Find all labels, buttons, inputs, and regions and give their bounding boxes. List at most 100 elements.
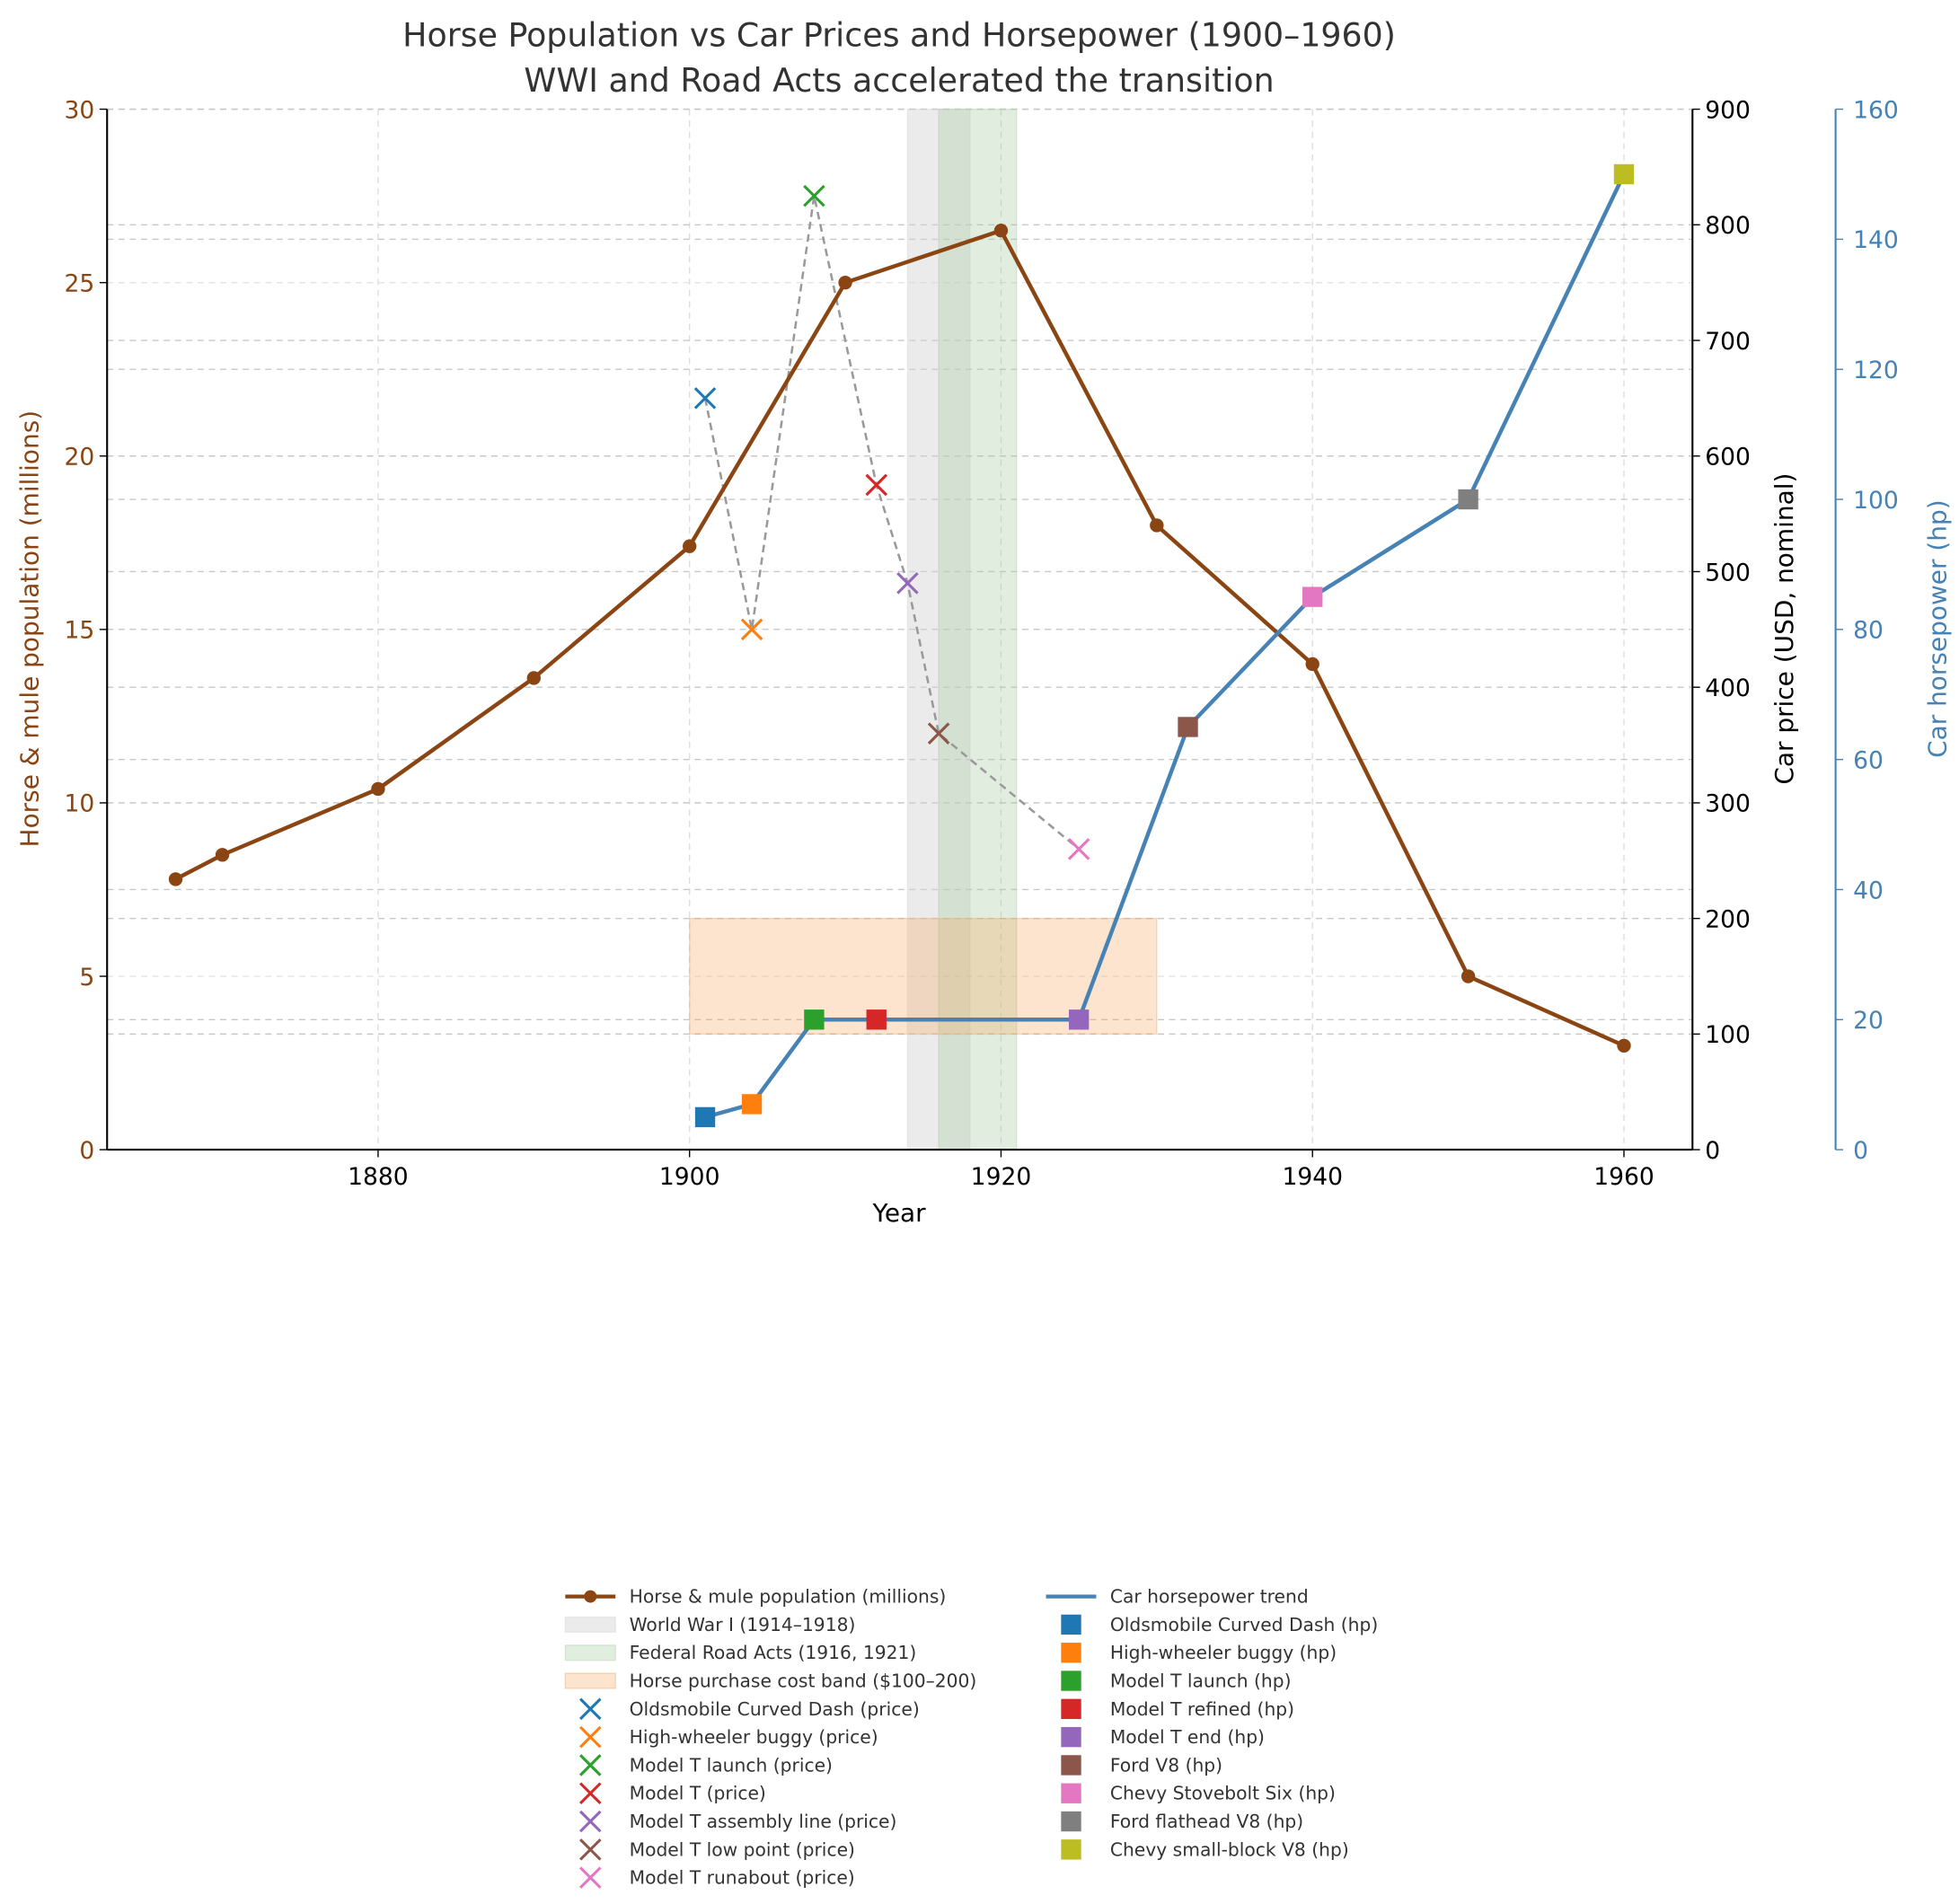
price-tick-label: 300: [1705, 790, 1751, 818]
price-tick-label: 100: [1705, 1021, 1751, 1049]
legend-item: Model T refined (hp): [1061, 1698, 1294, 1720]
horse-population-point: [1150, 518, 1164, 533]
legend: Horse & mule population (millions) World …: [564, 1586, 1378, 1889]
x-tick-label: 1900: [659, 1163, 720, 1191]
horse-population-point: [1460, 969, 1476, 983]
legend-label: Oldsmobile Curved Dash (price): [630, 1698, 920, 1720]
x-marker-stroke: [803, 184, 825, 207]
legend-label: Model T launch (price): [630, 1754, 833, 1776]
hp-tick-label: 0: [1853, 1137, 1868, 1165]
horse-population-point: [1617, 1038, 1631, 1053]
x-marker-stroke: [579, 1866, 602, 1889]
left-axis-label: Horse & mule population (millions): [14, 410, 44, 848]
legend-item: High-wheeler buggy (price): [579, 1725, 878, 1749]
legend-label: Model T launch (hp): [1110, 1670, 1292, 1692]
legend-label: High-wheeler buggy (hp): [1110, 1642, 1337, 1663]
hp-tick-label: 160: [1853, 96, 1899, 124]
left-tick-label: 15: [64, 617, 94, 645]
horse-population-point: [371, 781, 385, 797]
x-tick-label: 1960: [1593, 1163, 1655, 1191]
legend-label: Chevy Stovebolt Six (hp): [1110, 1783, 1336, 1804]
legend-item: Model T runabout (price): [579, 1866, 855, 1889]
legend-square-icon: [1061, 1839, 1081, 1860]
price-marker: [896, 572, 919, 595]
x-marker-stroke: [579, 1754, 602, 1776]
price-tick-label: 800: [1705, 212, 1751, 240]
legend-label: Model T refined (hp): [1110, 1698, 1294, 1720]
horse-population-point: [838, 275, 852, 290]
left-tick-label: 0: [79, 1137, 94, 1165]
hp-axis-label: Car horsepower (hp): [1923, 499, 1953, 758]
legend-label: Model T end (hp): [1110, 1726, 1265, 1748]
legend-square-icon: [1061, 1811, 1081, 1832]
legend-item: Horse purchase cost band ($100–200): [564, 1670, 976, 1692]
legend-label: Chevy small-block V8 (hp): [1110, 1838, 1349, 1860]
price-tick-label: 600: [1705, 444, 1751, 472]
legend-item: Chevy small-block V8 (hp): [1061, 1838, 1349, 1860]
chart-title: Horse Population vs Car Prices and Horse…: [402, 16, 1396, 55]
legend-item: Model T low point (price): [579, 1838, 855, 1861]
left-tick-label: 5: [79, 964, 94, 992]
legend-item: World War I (1914–1918): [564, 1614, 856, 1635]
legend-label: Car horsepower trend: [1110, 1586, 1309, 1608]
legend-item: Ford V8 (hp): [1061, 1754, 1222, 1776]
hp-tick-label: 60: [1853, 746, 1884, 774]
price-marker: [740, 618, 763, 641]
x-marker-stroke: [579, 1782, 602, 1805]
horse-population-point: [526, 671, 541, 685]
legend-x-icon: [579, 1782, 602, 1805]
x-marker-stroke: [579, 1810, 602, 1833]
legend-label: Model T assembly line (price): [630, 1811, 897, 1832]
legend-x-icon: [579, 1810, 602, 1833]
x-marker-stroke: [865, 473, 888, 497]
left-tick-label: 10: [64, 790, 94, 818]
x-marker-stroke: [896, 572, 919, 595]
legend-square-icon: [1061, 1670, 1081, 1691]
price-tick-label: 500: [1705, 559, 1751, 586]
legend-square-icon: [1061, 1755, 1081, 1776]
price-connector-line: [703, 195, 1080, 851]
chart-subtitle: WWI and Road Acts accelerated the transi…: [524, 61, 1274, 100]
legend-label: Federal Road Acts (1916, 1921): [630, 1642, 917, 1663]
hp-tick-label: 100: [1853, 487, 1899, 515]
legend-label: Model T runabout (price): [630, 1867, 855, 1889]
hp-tick-label: 140: [1853, 226, 1899, 254]
legend-item: Model T launch (price): [579, 1754, 833, 1776]
legend-item: Model T end (hp): [1061, 1726, 1265, 1748]
legend-patch-icon: [564, 1616, 616, 1634]
legend-patch-icon: [564, 1644, 616, 1662]
legend-square-icon: [1061, 1698, 1081, 1720]
horse-population-point: [1305, 657, 1319, 672]
legend-square-icon: [1061, 1614, 1081, 1635]
legend-square-icon: [1061, 1726, 1081, 1748]
price-marker: [865, 473, 888, 497]
legend-item: Horse & mule population (millions): [565, 1586, 946, 1608]
legend-x-icon: [579, 1697, 602, 1721]
x-marker-stroke: [693, 387, 717, 410]
legend-label: Model T low point (price): [630, 1838, 855, 1860]
x-tick-label: 1920: [971, 1163, 1032, 1191]
legend-item: Model T assembly line (price): [579, 1810, 897, 1833]
x-marker-stroke: [740, 618, 763, 641]
legend-x-icon: [579, 1838, 602, 1861]
legend-label: World War I (1914–1918): [630, 1614, 856, 1635]
legend-item: Federal Road Acts (1916, 1921): [564, 1642, 917, 1663]
legend-item: Oldsmobile Curved Dash (price): [579, 1697, 920, 1721]
hp-marker: [694, 1106, 716, 1128]
legend-square-icon: [1061, 1643, 1081, 1663]
hp-tick-label: 40: [1853, 877, 1884, 904]
x-marker-stroke: [579, 1725, 602, 1749]
price-tick-label: 400: [1705, 674, 1751, 702]
horse-population-point: [683, 539, 697, 553]
horse-population-point: [215, 848, 230, 862]
x-axis-label: Year: [871, 1198, 926, 1228]
legend-label: Ford V8 (hp): [1110, 1754, 1222, 1776]
hp-marker: [741, 1094, 763, 1115]
price-tick-label: 0: [1705, 1137, 1720, 1165]
price-tick-label: 200: [1705, 905, 1751, 933]
left-tick-label: 20: [64, 444, 94, 472]
legend-label: Horse & mule population (millions): [630, 1586, 947, 1608]
horse-population-point: [168, 872, 183, 886]
hp-tick-label: 80: [1853, 617, 1884, 645]
